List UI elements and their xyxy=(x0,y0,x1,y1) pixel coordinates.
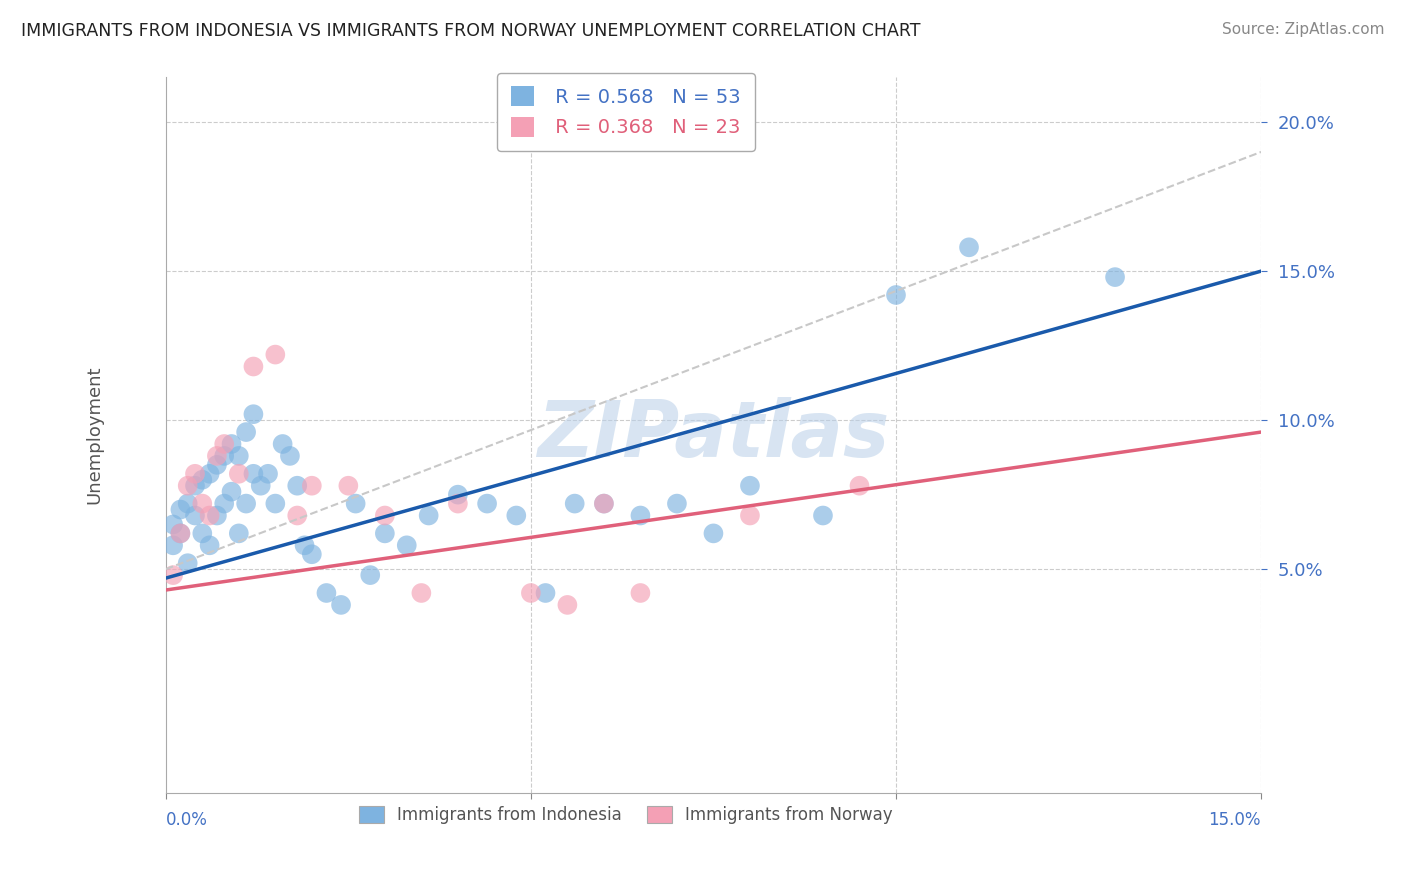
Point xyxy=(235,425,257,439)
Point xyxy=(242,467,264,481)
Text: 15.0%: 15.0% xyxy=(1209,811,1261,829)
Point xyxy=(177,497,200,511)
Point xyxy=(177,479,200,493)
Point xyxy=(162,517,184,532)
Point xyxy=(359,568,381,582)
Point xyxy=(169,502,191,516)
Point xyxy=(162,538,184,552)
Text: Source: ZipAtlas.com: Source: ZipAtlas.com xyxy=(1222,22,1385,37)
Point xyxy=(628,508,651,523)
Point xyxy=(198,508,221,523)
Point xyxy=(593,497,616,511)
Point xyxy=(294,538,316,552)
Point xyxy=(191,497,214,511)
Point xyxy=(177,556,200,570)
Point xyxy=(564,497,586,511)
Point xyxy=(957,240,980,254)
Point xyxy=(169,526,191,541)
Legend: Immigrants from Indonesia, Immigrants from Norway: Immigrants from Indonesia, Immigrants fr… xyxy=(349,797,903,834)
Point xyxy=(285,508,308,523)
Point xyxy=(534,586,557,600)
Point xyxy=(264,348,287,362)
Point xyxy=(264,497,287,511)
Y-axis label: Unemployment: Unemployment xyxy=(86,366,103,504)
Text: IMMIGRANTS FROM INDONESIA VS IMMIGRANTS FROM NORWAY UNEMPLOYMENT CORRELATION CHA: IMMIGRANTS FROM INDONESIA VS IMMIGRANTS … xyxy=(21,22,921,40)
Point xyxy=(411,586,433,600)
Point xyxy=(184,479,207,493)
Point xyxy=(337,479,360,493)
Point xyxy=(593,497,616,511)
Point xyxy=(665,497,688,511)
Point xyxy=(191,526,214,541)
Point xyxy=(811,508,834,523)
Point xyxy=(205,458,228,472)
Point xyxy=(1104,270,1126,285)
Point xyxy=(184,467,207,481)
Point xyxy=(242,407,264,421)
Point xyxy=(344,497,367,511)
Point xyxy=(278,449,301,463)
Point xyxy=(184,508,207,523)
Point xyxy=(557,598,579,612)
Point xyxy=(228,449,250,463)
Point xyxy=(702,526,724,541)
Point xyxy=(212,497,235,511)
Point xyxy=(738,508,761,523)
Point xyxy=(738,479,761,493)
Point xyxy=(884,288,907,302)
Point xyxy=(198,538,221,552)
Point xyxy=(447,497,470,511)
Point xyxy=(418,508,440,523)
Text: ZIPatlas: ZIPatlas xyxy=(537,397,890,473)
Point xyxy=(301,547,323,561)
Point xyxy=(315,586,337,600)
Point xyxy=(475,497,498,511)
Point xyxy=(447,488,470,502)
Point xyxy=(205,449,228,463)
Point xyxy=(374,508,396,523)
Point xyxy=(330,598,353,612)
Point xyxy=(228,526,250,541)
Point xyxy=(249,479,271,493)
Point xyxy=(374,526,396,541)
Point xyxy=(285,479,308,493)
Point xyxy=(221,484,243,499)
Point xyxy=(198,467,221,481)
Point xyxy=(848,479,870,493)
Point xyxy=(228,467,250,481)
Point xyxy=(395,538,418,552)
Point xyxy=(191,473,214,487)
Point xyxy=(212,449,235,463)
Point xyxy=(271,437,294,451)
Point xyxy=(162,568,184,582)
Point xyxy=(212,437,235,451)
Text: 0.0%: 0.0% xyxy=(166,811,208,829)
Point xyxy=(169,526,191,541)
Point xyxy=(505,508,527,523)
Point xyxy=(235,497,257,511)
Point xyxy=(205,508,228,523)
Point xyxy=(221,437,243,451)
Point xyxy=(520,586,543,600)
Point xyxy=(257,467,280,481)
Point xyxy=(628,586,651,600)
Point xyxy=(242,359,264,374)
Point xyxy=(301,479,323,493)
